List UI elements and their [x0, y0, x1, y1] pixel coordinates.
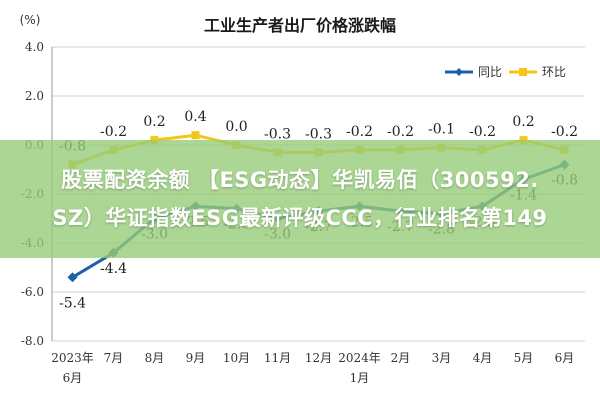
data-label: -0.2: [551, 124, 578, 140]
data-label: -0.3: [305, 126, 332, 142]
x-tick-label: 10月: [223, 351, 250, 365]
data-label: -0.2: [346, 124, 373, 140]
data-label: -5.4: [59, 295, 86, 311]
chart-legend: 同比 环比: [445, 65, 566, 79]
legend-label: 同比: [478, 65, 502, 79]
x-tick-label: 5月: [514, 351, 534, 365]
banner-line-1: 股票配资余额 【ESG动态】华凯易佰（300592.: [61, 168, 539, 192]
x-tick-label-secondary: 1月: [350, 371, 370, 385]
x-tick-label: 2月: [391, 351, 411, 365]
x-tick-label: 4月: [473, 351, 493, 365]
data-label: -0.3: [264, 126, 291, 142]
y-tick-label: -8.0: [21, 334, 44, 348]
data-label: 0.0: [225, 119, 247, 135]
y-tick-label: 2.0: [25, 89, 44, 103]
data-label: 0.2: [143, 114, 165, 130]
y-tick-label: 4.0: [25, 40, 44, 54]
data-point: [67, 272, 78, 283]
x-tick-label: 8月: [145, 351, 165, 365]
x-tick-label-secondary: 6月: [63, 371, 83, 385]
data-label: -0.2: [469, 124, 496, 140]
legend-item: 环比: [509, 65, 566, 79]
banner-line-2: SZ）华证指数ESG最新评级CCC，行业排名第149: [52, 206, 548, 230]
x-tick-label: 3月: [432, 351, 452, 365]
legend-label: 环比: [542, 65, 566, 79]
x-tick-label: 9月: [186, 351, 206, 365]
x-tick-label: 2023年: [51, 351, 94, 365]
x-tick-label: 6月: [555, 351, 575, 365]
x-axis-ticks: 2023年 6月 7月 8月 9月 10月 11月 12月 2024年 1月 2月 3月 4月 5月 6月: [51, 351, 574, 385]
data-label: 0.2: [512, 114, 534, 130]
legend-swatch-marker: [455, 68, 463, 76]
x-tick-label: 7月: [104, 351, 124, 365]
data-label: -0.2: [100, 124, 127, 140]
x-tick-label: 2024年: [338, 351, 381, 365]
x-tick-label: 12月: [305, 351, 332, 365]
legend-item: 同比: [445, 65, 502, 79]
chart-title: 工业生产者出厂价格涨跌幅: [204, 16, 396, 35]
y-tick-label: -6.0: [21, 285, 44, 299]
data-point: [191, 131, 200, 140]
data-label: -0.1: [428, 121, 455, 137]
data-label: 0.4: [184, 109, 206, 125]
x-tick-label: 11月: [264, 351, 291, 365]
y-axis-unit-label: (%): [20, 13, 41, 27]
data-label: -0.2: [387, 124, 414, 140]
data-label: -4.4: [100, 261, 127, 277]
overlay-banner[interactable]: 股票配资余额 【ESG动态】华凯易佰（300592. SZ）华证指数ESG最新评…: [0, 140, 600, 258]
legend-swatch-marker: [519, 68, 527, 76]
